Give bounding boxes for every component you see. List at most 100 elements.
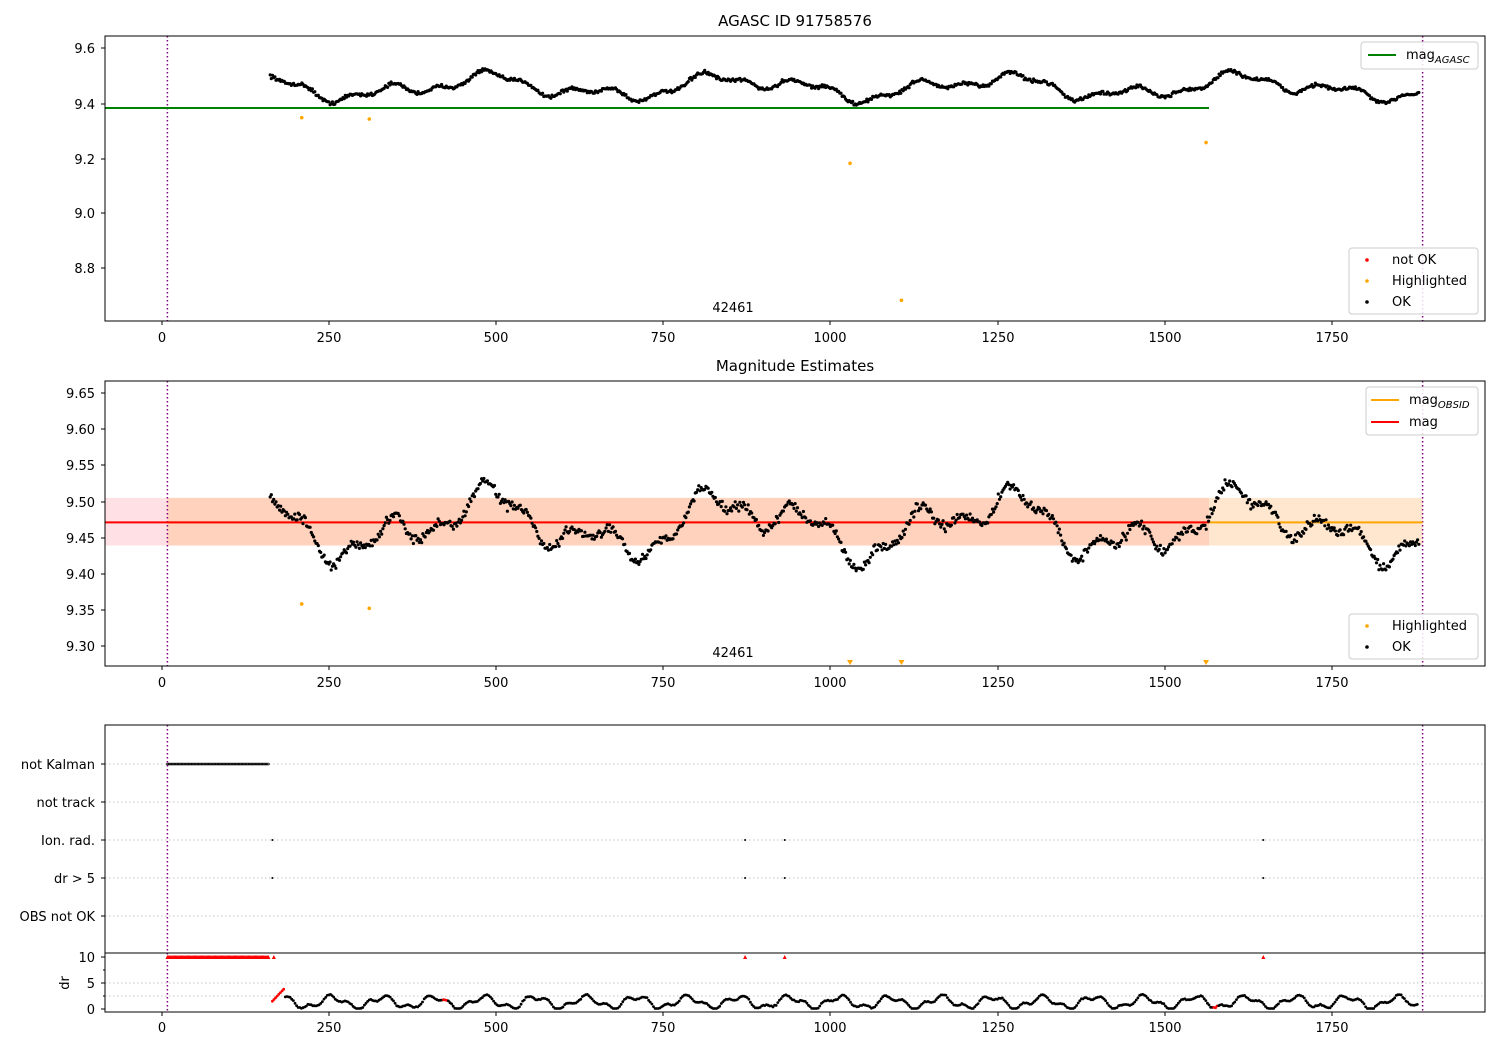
ok-point <box>851 99 855 103</box>
flag-point <box>186 762 189 766</box>
ok-point <box>880 548 884 552</box>
ok-point <box>1245 501 1249 505</box>
ok-point <box>289 515 293 519</box>
ok-point <box>435 524 439 529</box>
ok-point <box>743 503 747 507</box>
ok-point <box>565 89 569 93</box>
ok-point <box>833 531 837 536</box>
ok-point <box>1078 557 1083 561</box>
ok-point <box>1041 512 1045 516</box>
dr-ytick: 5 <box>87 977 95 992</box>
ok-point <box>875 548 880 552</box>
dr-point <box>718 1004 722 1008</box>
ok-point <box>615 87 619 91</box>
dr-point <box>845 996 849 1000</box>
ok-point <box>986 521 990 525</box>
dr-point <box>946 996 949 999</box>
ok-point <box>313 90 317 94</box>
ok-point <box>342 97 346 101</box>
flag-point <box>172 762 175 766</box>
panel1-plot-area <box>105 36 1485 321</box>
p3-xtick: 0 <box>158 1021 166 1036</box>
ok-point <box>386 85 390 89</box>
flag-point <box>211 762 215 766</box>
ok-point <box>1416 538 1420 542</box>
ok-point <box>269 493 273 497</box>
dr-point <box>480 996 484 999</box>
ok-point <box>852 562 856 567</box>
p2-ytick: 9.65 <box>66 387 95 402</box>
dr-point <box>561 1005 565 1009</box>
ok-point <box>724 505 728 509</box>
dr-point <box>1235 998 1238 1001</box>
ok-point <box>1185 530 1189 534</box>
ok-point <box>710 490 714 494</box>
p1-xtick: 1000 <box>813 331 846 346</box>
p1-ytick: 9.0 <box>74 207 95 222</box>
ok-point <box>882 546 887 551</box>
ok-point <box>470 75 474 79</box>
ok-point <box>1251 505 1255 509</box>
ok-point <box>1292 538 1296 542</box>
ok-point <box>1223 478 1227 482</box>
ok-point <box>713 495 717 500</box>
p3-xtick: 1250 <box>981 1021 1014 1036</box>
flag-point <box>181 762 184 766</box>
panel2-plot-area <box>105 381 1485 666</box>
ok-point <box>1070 97 1074 101</box>
p1-xtick: 250 <box>317 331 342 346</box>
ok-point <box>808 83 813 87</box>
dr-clipped-marker <box>1261 955 1266 959</box>
ok-point <box>633 557 638 561</box>
dr-point <box>944 993 948 997</box>
ok-point <box>941 519 945 523</box>
dr-point <box>778 998 781 1002</box>
ok-point <box>891 540 895 544</box>
ok-point <box>642 557 646 561</box>
flag-point <box>203 762 207 766</box>
flag-point <box>196 762 200 766</box>
ok-point <box>766 529 770 533</box>
panel-magnitude-estimates: Magnitude Estimates 9.65 9.60 9.55 9.50 … <box>66 357 1486 691</box>
ok-point <box>1373 557 1377 561</box>
flag-point <box>236 762 240 766</box>
ok-point <box>1131 523 1135 528</box>
ok-point <box>274 500 278 504</box>
ok-point <box>990 507 995 511</box>
ok-point <box>1021 493 1025 498</box>
ok-point <box>457 517 461 521</box>
ok-point <box>1040 509 1044 513</box>
flag-point <box>204 762 208 766</box>
ok-point <box>1273 510 1278 514</box>
ok-point <box>1064 547 1068 551</box>
ok-point <box>968 512 972 516</box>
flag-point <box>235 762 238 766</box>
ok-point <box>887 546 891 550</box>
ok-point <box>913 509 917 513</box>
dr-point <box>288 995 292 999</box>
ok-point <box>889 544 894 548</box>
dr-point <box>363 1003 366 1007</box>
ok-point <box>1134 86 1138 90</box>
flag-point <box>243 762 247 766</box>
dr-point <box>647 998 650 1002</box>
ok-point <box>919 507 923 511</box>
ok-point <box>636 560 640 564</box>
dr-point <box>275 994 279 998</box>
ok-point <box>671 537 675 541</box>
ok-point <box>556 541 560 546</box>
ok-point <box>1278 525 1282 529</box>
dr-point <box>1207 1003 1211 1007</box>
ok-point <box>1284 529 1288 534</box>
ok-point <box>1204 527 1208 531</box>
ok-point <box>1127 524 1131 528</box>
legend-marker-highlighted <box>1365 624 1369 628</box>
ok-point <box>605 523 609 527</box>
ok-point <box>300 516 304 520</box>
ok-point <box>1327 526 1332 530</box>
ok-point <box>846 557 850 561</box>
ok-point <box>1177 538 1181 542</box>
ok-point <box>901 89 905 93</box>
dr-point <box>652 1005 655 1008</box>
dr-point <box>749 1000 752 1004</box>
